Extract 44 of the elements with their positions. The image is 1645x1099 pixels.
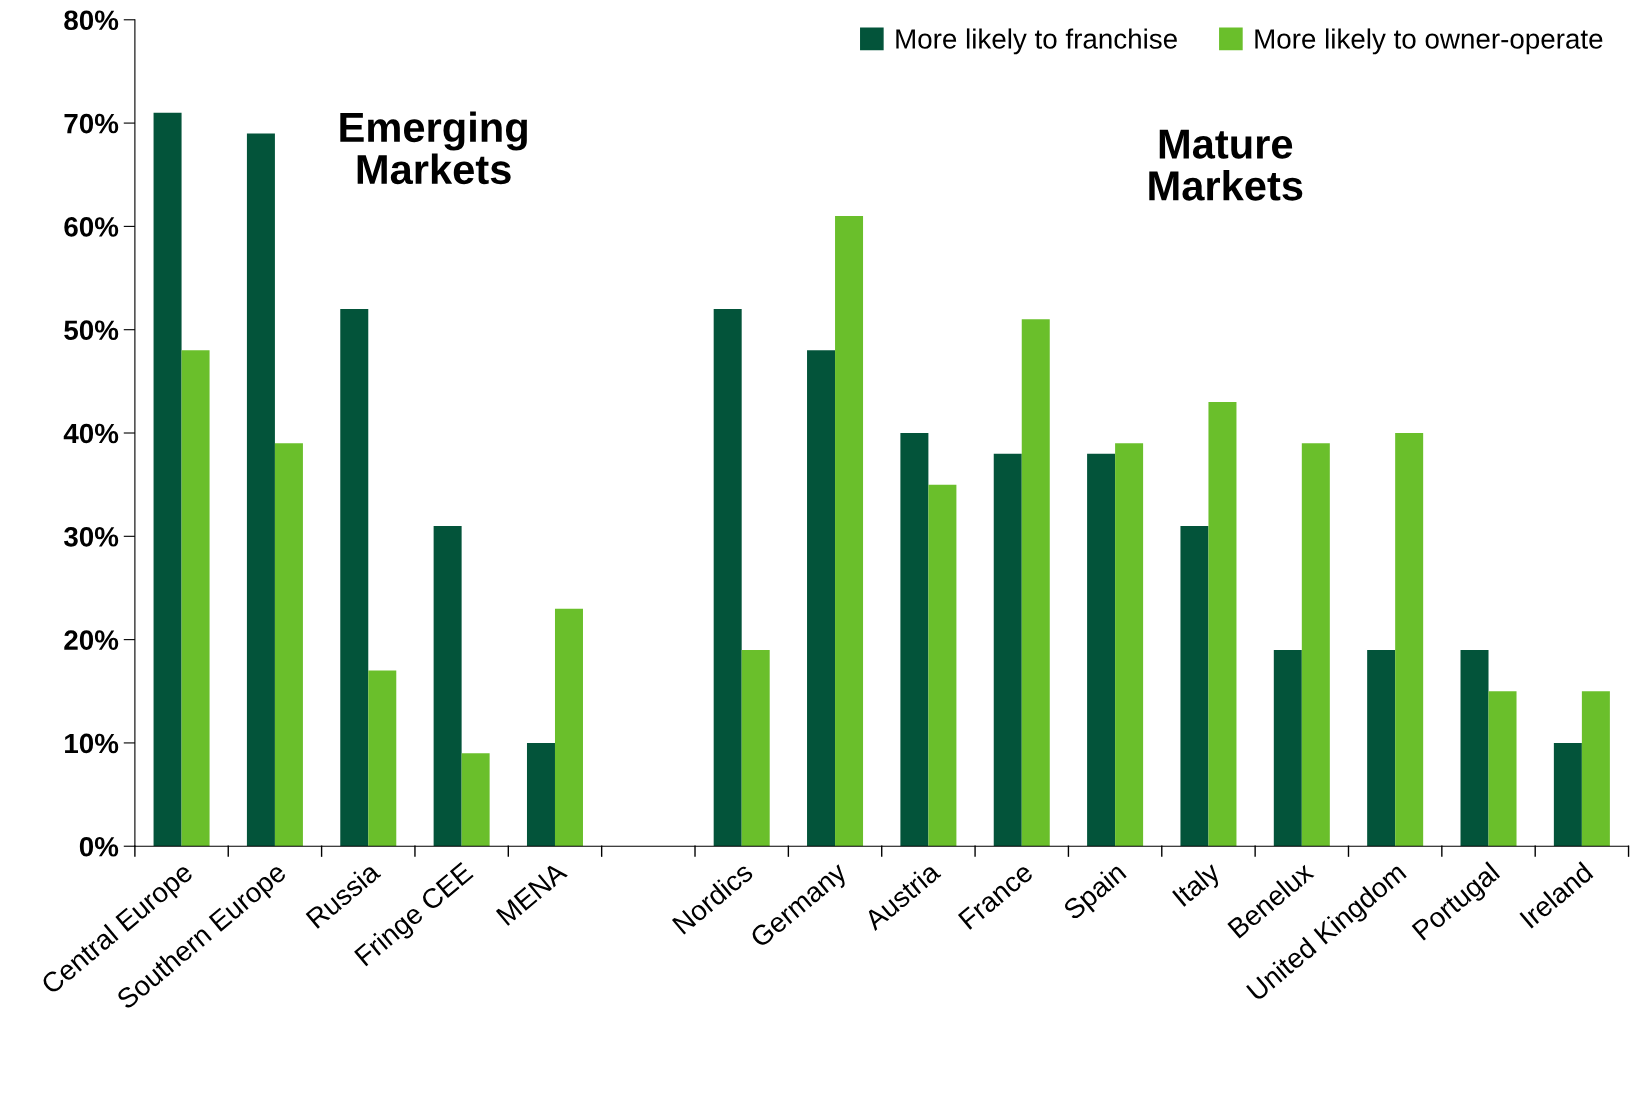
annotation: Mature Markets xyxy=(1149,129,1303,201)
bar xyxy=(1367,649,1396,847)
bar xyxy=(153,112,182,847)
bar xyxy=(1208,402,1237,847)
bar xyxy=(1581,691,1610,847)
bar xyxy=(1395,433,1424,847)
bar xyxy=(1553,742,1582,847)
bar xyxy=(1115,443,1144,847)
bar xyxy=(741,649,770,847)
bar xyxy=(835,216,864,847)
bar xyxy=(1087,453,1116,847)
bar xyxy=(181,350,210,847)
annotation: Emerging Markets xyxy=(340,111,527,185)
bar xyxy=(340,309,369,847)
y-tick-label: 40% xyxy=(63,423,119,444)
bar xyxy=(928,484,957,847)
legend-label: More likely to franchise xyxy=(896,28,1177,55)
bar xyxy=(993,453,1022,847)
bar xyxy=(1021,319,1050,847)
x-tick-label: Italy xyxy=(1171,860,1226,912)
y-tick-label: 50% xyxy=(64,320,119,341)
bar xyxy=(461,753,490,847)
bar xyxy=(1460,649,1489,847)
bar xyxy=(1180,525,1209,847)
bar xyxy=(554,608,583,847)
y-tick-label: 70% xyxy=(64,113,119,134)
bar xyxy=(713,309,742,847)
bar xyxy=(274,443,303,847)
bar xyxy=(368,670,397,847)
bar xyxy=(246,133,275,847)
y-tick-label: 80% xyxy=(64,10,119,31)
y-tick-label: 20% xyxy=(64,630,119,650)
bar xyxy=(1301,443,1330,847)
bar xyxy=(807,350,836,847)
bar xyxy=(1273,649,1302,847)
legend-label: More likely to owner-operate xyxy=(1255,28,1603,55)
y-tick-label: 0% xyxy=(79,836,119,857)
bar xyxy=(526,742,555,847)
y-tick-label: 30% xyxy=(63,526,119,547)
y-tick-label: 60% xyxy=(64,217,119,237)
bar xyxy=(433,525,462,847)
bar xyxy=(1488,691,1517,847)
bar xyxy=(900,433,929,847)
y-tick-label: 10% xyxy=(65,733,119,754)
